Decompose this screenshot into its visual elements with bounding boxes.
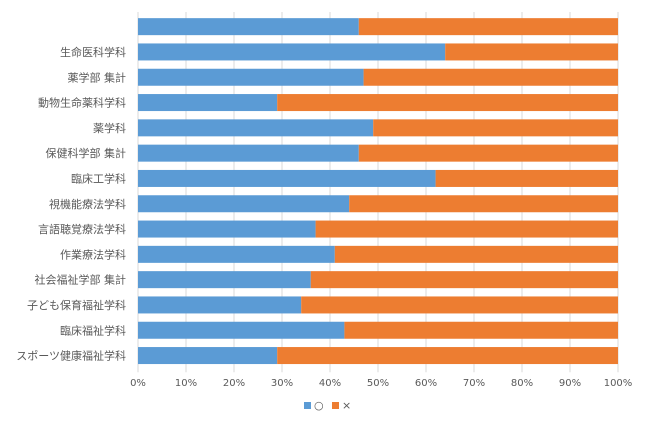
category-label: 作業療法学科: [60, 247, 126, 261]
bar-segment-cross: [301, 296, 618, 314]
bar-segment-circle: [138, 68, 364, 86]
bar-segment-circle: [138, 94, 278, 112]
category-label: スポーツ健康福祉学科: [16, 349, 126, 363]
bar-segment-cross: [315, 220, 618, 238]
category-label: 社会福祉学部 集計: [35, 273, 127, 287]
x-tick-label: 60%: [415, 378, 437, 389]
bar-segment-cross: [373, 119, 618, 137]
category-label: 動物生命薬科学科: [38, 96, 126, 110]
legend-swatch: [304, 402, 311, 409]
bar-segment-circle: [138, 271, 311, 289]
category-label: 薬学科: [93, 121, 126, 135]
bar-segment-circle: [138, 245, 335, 263]
x-tick-label: 20%: [223, 378, 245, 389]
x-tick-labels: 0% 10% 20% 30% 40% 50% 60% 70% 80% 90% 100%: [130, 378, 632, 389]
bar-segment-circle: [138, 347, 278, 365]
bar-segment-circle: [138, 220, 316, 238]
bar-segment-cross: [349, 195, 618, 213]
category-label: 保健科学部 集計: [46, 146, 127, 160]
x-tick-label: 50%: [367, 378, 389, 389]
legend-swatch: [332, 402, 339, 409]
bar-segment-cross: [435, 169, 618, 187]
bar-segment-cross: [358, 144, 618, 162]
category-label: 臨床福祉学科: [60, 323, 126, 337]
legend-label: ×: [342, 399, 351, 412]
x-tick-label: 80%: [511, 378, 533, 389]
x-tick-label: 40%: [319, 378, 341, 389]
bar-segment-circle: [138, 119, 374, 137]
x-tick-label: 0%: [130, 378, 146, 389]
legend-label: ○: [314, 399, 324, 412]
x-tick-label: 30%: [271, 378, 293, 389]
category-label: 子ども保育福祉学科: [27, 298, 126, 312]
category-label: 臨床工学科: [71, 171, 126, 185]
category-label: 視機能療法学科: [49, 197, 126, 211]
x-tick-label: 10%: [175, 378, 197, 389]
category-label: 言語聴覚療法学科: [38, 222, 126, 236]
grid-lines: [137, 12, 619, 373]
bar-segment-cross: [277, 94, 618, 112]
bar-segment-cross: [358, 18, 618, 36]
x-tick-label: 70%: [463, 378, 485, 389]
bar-segment-cross: [334, 245, 618, 263]
legend: ○ ×: [304, 399, 351, 412]
x-tick-label: 90%: [559, 378, 581, 389]
bar-segment-circle: [138, 43, 446, 61]
bar-segment-circle: [138, 296, 302, 314]
bar-segment-cross: [277, 347, 618, 365]
bar-segment-cross: [310, 271, 618, 289]
x-tick-label: 100%: [604, 378, 633, 389]
bar-segment-circle: [138, 195, 350, 213]
bar-segment-circle: [138, 144, 359, 162]
category-label: 薬学部 集計: [68, 70, 127, 84]
category-label: 生命医科学科: [60, 45, 126, 59]
bar-segment-cross: [363, 68, 618, 86]
bar-segment-cross: [445, 43, 618, 61]
bar-segment-cross: [344, 321, 618, 339]
bar-segment-circle: [138, 18, 359, 36]
bar-segment-circle: [138, 321, 345, 339]
bar-segment-circle: [138, 169, 436, 187]
bars: [138, 18, 618, 365]
